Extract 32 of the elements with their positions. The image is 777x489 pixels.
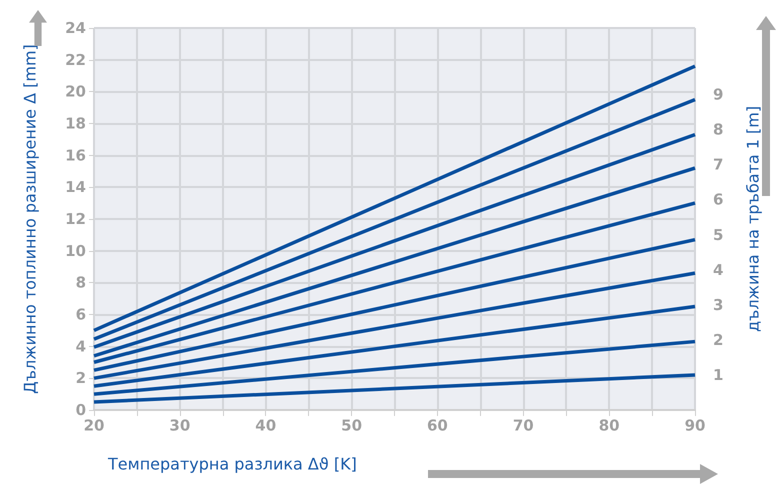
y-tick-label: 24 (65, 19, 86, 37)
y2-tick-label: 1 (713, 366, 724, 384)
y2-tick-label: 2 (713, 330, 724, 349)
y-tick-label: 4 (76, 337, 86, 356)
x-tick-label: 70 (512, 416, 534, 434)
y2-axis-title: дължина на тръбата 1 [m] (744, 106, 762, 332)
x-tick-label: 50 (341, 416, 362, 434)
x-axis-title: Температурна разлика Δϑ [K] (107, 454, 357, 474)
y-tick-label: 16 (65, 146, 86, 164)
y2-tick-label: 6 (713, 190, 724, 209)
y2-tick-label: 9 (713, 86, 724, 104)
y-tick-label: 2 (76, 369, 86, 388)
y-tick-label: 14 (65, 178, 86, 196)
y-tick-label: 22 (65, 50, 86, 69)
y2-tick-label: 5 (713, 226, 724, 244)
y-tick-label: 6 (76, 306, 86, 324)
y-tick-label: 0 (76, 401, 86, 419)
y-tick-label: 10 (65, 242, 86, 260)
x-tick-label: 60 (426, 416, 448, 434)
y-tick-label: 20 (65, 82, 86, 101)
x-tick-label: 30 (169, 416, 190, 434)
y-tick-label: 12 (65, 210, 86, 228)
y-tick-label: 18 (65, 114, 86, 132)
y2-tick-label: 4 (713, 260, 724, 279)
x-tick-label: 90 (684, 416, 706, 434)
x-tick-label: 40 (255, 416, 276, 434)
y2-tick-label: 7 (713, 156, 724, 174)
y-axis-title: Дължинно топлинно разширение Δ [mm] (20, 44, 40, 394)
x-tick-label: 80 (598, 416, 620, 434)
y2-tick-label: 3 (713, 296, 724, 314)
y2-tick-label: 8 (713, 120, 724, 139)
y-tick-label: 8 (76, 274, 86, 292)
